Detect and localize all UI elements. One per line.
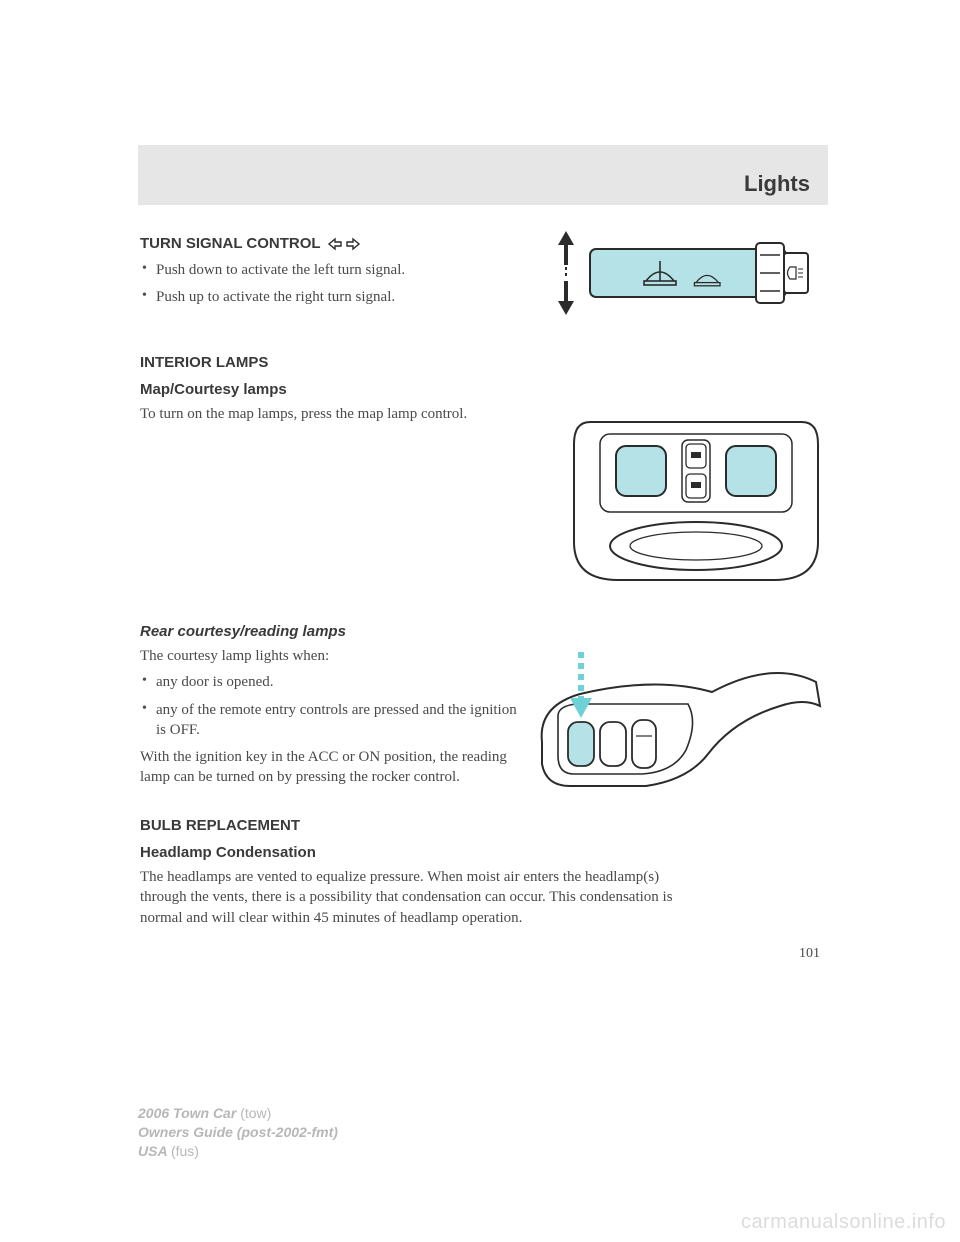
page-number: 101 [140,946,826,962]
bullet-list: any door is opened. any of the remote en… [140,672,520,740]
bullet-item: Push up to activate the right turn signa… [140,287,530,307]
section-heading: BULB REPLACEMENT [140,817,826,834]
footer-line-3: USA (fus) [138,1142,338,1161]
section-rear-lamps: The courtesy lamp lights when: any door … [140,646,826,811]
bullet-list: Push down to activate the left turn sign… [140,260,530,308]
section-heading: INTERIOR LAMPS [140,354,826,371]
bullet-item: any door is opened. [140,672,520,692]
footer-line-2: Owners Guide (post-2002-fmt) [138,1123,338,1142]
paragraph: With the ignition key in the ACC or ON p… [140,747,520,788]
paragraph: To turn on the map lamps, press the map … [140,404,550,424]
subsection-heading-italic: Rear courtesy/reading lamps [140,623,826,640]
text-col: The courtesy lamp lights when: any door … [140,646,520,794]
section-map-lamps: To turn on the map lamps, press the map … [140,404,826,599]
bullet-item: any of the remote entry controls are pre… [140,700,520,741]
figure-turn-signal-stalk [546,223,826,328]
text-col: TURN SIGNAL CONTROL Push down to activat… [140,223,530,315]
paragraph: The headlamps are vented to equalize pre… [140,867,700,928]
turn-signal-icon [327,237,361,251]
content: TURN SIGNAL CONTROL Push down to activat… [138,223,828,962]
footer-em: Owners Guide (post-2002-fmt) [138,1124,338,1140]
text-col: To turn on the map lamps, press the map … [140,404,550,430]
footer-plain: (tow) [240,1105,271,1121]
header-title: Lights [744,171,810,197]
heading-text: TURN SIGNAL CONTROL [140,235,321,252]
bullet-item: Push down to activate the left turn sign… [140,260,530,280]
subsection-heading: Map/Courtesy lamps [140,381,826,398]
page-content: Lights TURN SIGNAL CONTROL Push down to … [138,145,828,962]
watermark: carmanualsonline.info [741,1211,946,1234]
footer-line-1: 2006 Town Car (tow) [138,1104,338,1123]
subsection-heading: Headlamp Condensation [140,844,826,861]
footer-em: USA [138,1143,171,1159]
footer-em: 2006 Town Car [138,1105,240,1121]
section-turn-signal: TURN SIGNAL CONTROL Push down to activat… [140,223,826,328]
section-heading: TURN SIGNAL CONTROL [140,235,530,252]
figure-rear-reading-lamp [536,646,826,811]
footer: 2006 Town Car (tow) Owners Guide (post-2… [138,1104,338,1161]
footer-plain: (fus) [171,1143,199,1159]
paragraph: The courtesy lamp lights when: [140,646,520,666]
figure-map-lamp-console [566,404,826,599]
header-bar: Lights [138,145,828,205]
